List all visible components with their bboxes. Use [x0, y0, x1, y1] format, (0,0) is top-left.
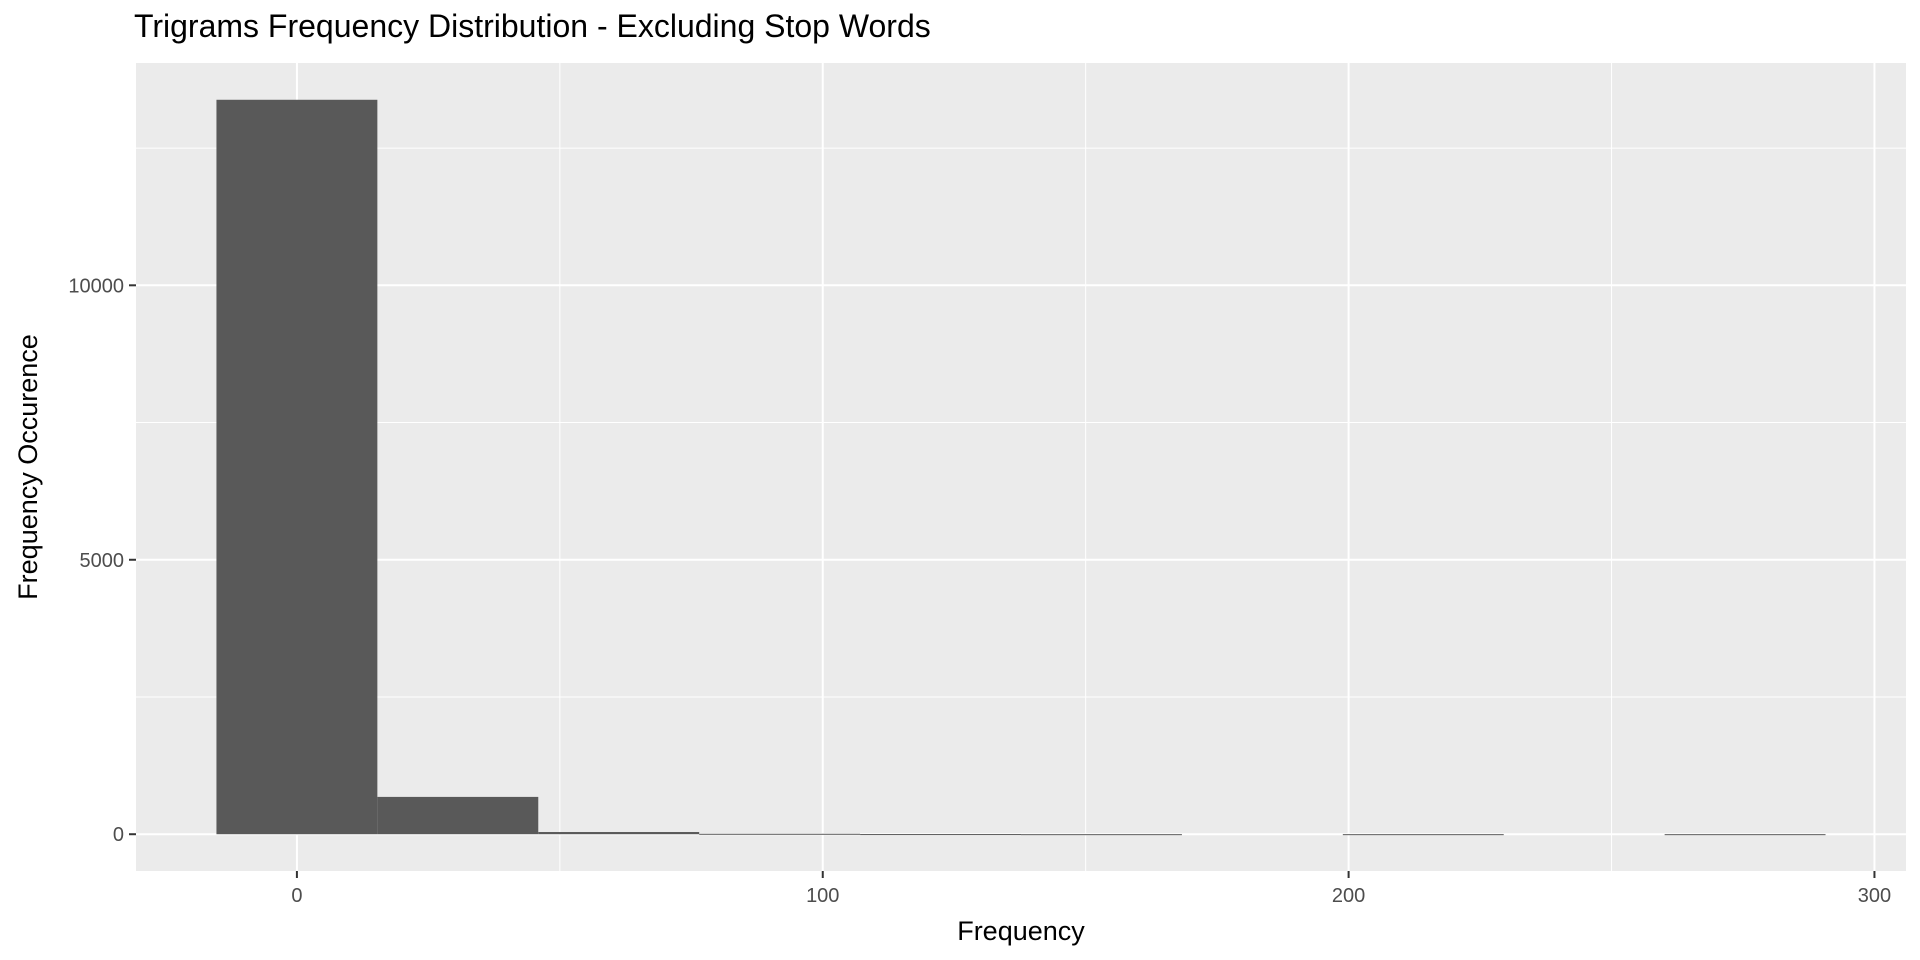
x-tick-label: 200 — [1332, 885, 1365, 907]
chart-title: Trigrams Frequency Distribution - Exclud… — [134, 8, 931, 44]
x-axis: 0 100 200 300 — [291, 871, 1891, 907]
histogram-bar — [216, 99, 378, 835]
histogram-bar — [377, 796, 539, 835]
histogram-bar — [699, 833, 861, 835]
histogram-bar — [1342, 834, 1504, 836]
x-tick-label: 100 — [806, 885, 839, 907]
y-tick-label: 0 — [113, 824, 124, 846]
plot-panel — [136, 63, 1906, 871]
y-tick-label: 10000 — [68, 275, 124, 297]
histogram-bar — [860, 834, 1021, 836]
y-tick-label: 5000 — [80, 550, 125, 572]
y-axis: 0 5000 10000 — [68, 275, 136, 846]
y-axis-title: Frequency Occurence — [13, 334, 43, 600]
histogram-bar — [1021, 834, 1182, 836]
histogram-bar — [1664, 834, 1826, 836]
x-tick-label: 0 — [291, 885, 302, 907]
x-axis-title: Frequency — [957, 916, 1085, 946]
histogram-bars — [216, 99, 1826, 836]
x-tick-label: 300 — [1858, 885, 1891, 907]
minor-gridlines — [136, 63, 1906, 871]
histogram-bar — [538, 832, 700, 835]
